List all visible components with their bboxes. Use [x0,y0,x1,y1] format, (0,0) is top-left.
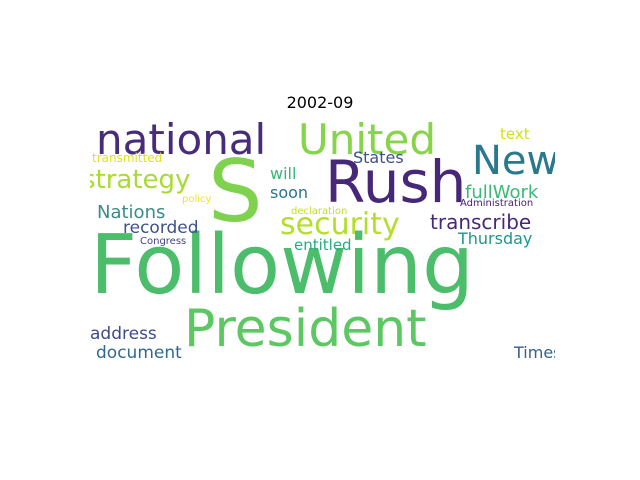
word-president: President [184,299,427,359]
word-strategy: strategy [90,165,191,195]
word-soon: soon [270,183,309,202]
word-address: address [90,324,157,344]
word-transmitted: transmitted [92,151,163,165]
word-will: will [270,164,297,183]
word-states: States [353,148,404,167]
word-recorded: recorded [123,218,199,238]
word-transcribe: transcribe [430,210,532,234]
word-security: security [280,207,400,242]
word-national: national [96,119,267,164]
word-congress: Congress [140,236,187,247]
word-nations: Nations [97,202,166,223]
word-entitled: entitled [294,236,352,254]
word-administration: Administration [460,198,534,209]
word-new: New [472,138,555,184]
word-rush: Rush [325,148,467,216]
word-document: document [96,343,182,363]
word-cloud: Following S Rush President national Unit… [90,119,555,371]
word-policy: policy [182,194,212,205]
word-fullwork: fullWork [465,182,539,203]
word-s: S [208,142,263,242]
word-following: Following [90,218,475,313]
word-declaration: declaration [291,206,348,217]
word-united: United [298,119,436,164]
wordcloud-title: 2002-09 [286,93,354,112]
word-text: text [500,125,530,143]
word-thursday: Thursday [458,229,533,248]
word-times: Times [514,343,555,362]
